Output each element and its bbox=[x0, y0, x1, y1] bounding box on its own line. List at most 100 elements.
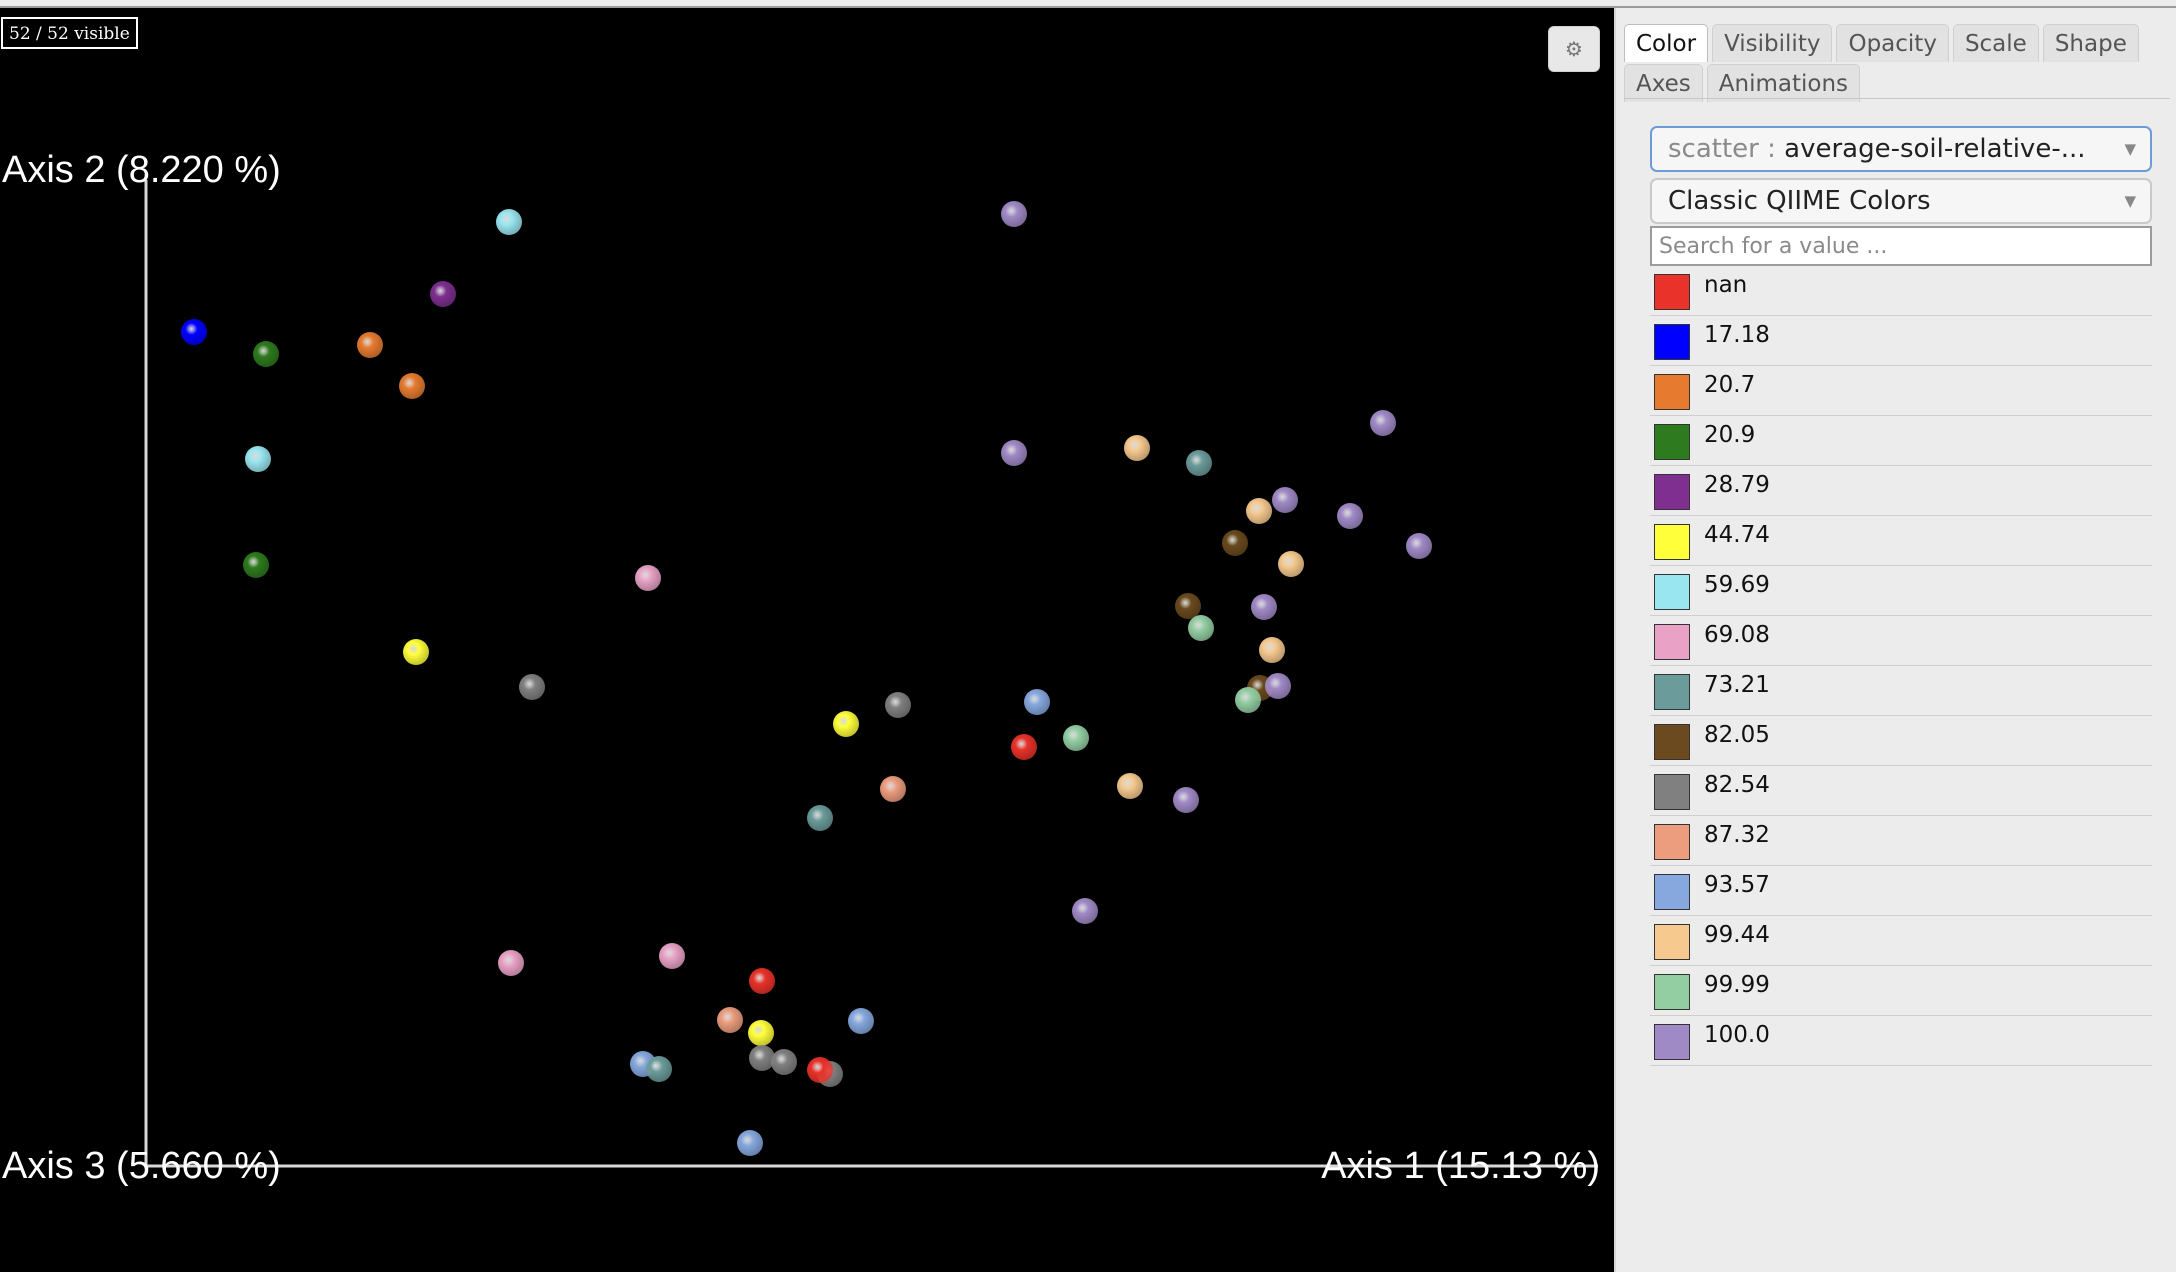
sample-point[interactable] bbox=[1337, 503, 1363, 529]
color-swatch[interactable] bbox=[1654, 624, 1690, 660]
sample-point[interactable] bbox=[1024, 689, 1050, 715]
tab-axes[interactable]: Axes bbox=[1624, 64, 1703, 102]
legend-row: 20.9 bbox=[1650, 416, 2152, 466]
legend-value-label: nan bbox=[1704, 272, 1748, 298]
colormap-select[interactable]: Classic QIIME Colors ▼ bbox=[1650, 178, 2152, 224]
legend-value-label: 87.32 bbox=[1704, 822, 1770, 848]
sample-point[interactable] bbox=[737, 1130, 763, 1156]
tab-visibility[interactable]: Visibility bbox=[1712, 24, 1833, 62]
legend-value-label: 69.08 bbox=[1704, 622, 1770, 648]
sample-point[interactable] bbox=[498, 950, 524, 976]
sample-point[interactable] bbox=[496, 209, 522, 235]
colormap-select-value: Classic QIIME Colors bbox=[1668, 186, 1931, 216]
legend-row: 93.57 bbox=[1650, 866, 2152, 916]
legend-row: 99.44 bbox=[1650, 916, 2152, 966]
points-layer[interactable] bbox=[181, 201, 1432, 1156]
legend-value-label: 17.18 bbox=[1704, 322, 1770, 348]
sample-point[interactable] bbox=[880, 776, 906, 802]
scatter-3d-view[interactable]: Axis 2 (8.220 %) Axis 3 (5.660 %) Axis 1… bbox=[0, 8, 1612, 1272]
color-swatch[interactable] bbox=[1654, 274, 1690, 310]
color-swatch[interactable] bbox=[1654, 424, 1690, 460]
sample-point[interactable] bbox=[807, 1057, 833, 1083]
sample-point[interactable] bbox=[771, 1049, 797, 1075]
color-swatch[interactable] bbox=[1654, 1024, 1690, 1060]
color-swatch[interactable] bbox=[1654, 474, 1690, 510]
chevron-down-icon: ▼ bbox=[2124, 140, 2136, 158]
sample-point[interactable] bbox=[1063, 725, 1089, 751]
color-swatch[interactable] bbox=[1654, 524, 1690, 560]
sample-point[interactable] bbox=[748, 1020, 774, 1046]
sample-point[interactable] bbox=[519, 674, 545, 700]
sample-point[interactable] bbox=[1173, 787, 1199, 813]
sample-point[interactable] bbox=[1124, 435, 1150, 461]
sample-point[interactable] bbox=[1235, 687, 1261, 713]
color-swatch[interactable] bbox=[1654, 724, 1690, 760]
sample-point[interactable] bbox=[749, 1045, 775, 1071]
sample-point[interactable] bbox=[1272, 487, 1298, 513]
tab-animations[interactable]: Animations bbox=[1706, 64, 1861, 102]
sample-point[interactable] bbox=[245, 446, 271, 472]
sample-point[interactable] bbox=[1186, 450, 1212, 476]
sample-point[interactable] bbox=[243, 552, 269, 578]
legend-value-label: 100.0 bbox=[1704, 1022, 1770, 1048]
sample-point[interactable] bbox=[1001, 440, 1027, 466]
sample-point[interactable] bbox=[181, 319, 207, 345]
color-swatch[interactable] bbox=[1654, 324, 1690, 360]
sample-point[interactable] bbox=[1406, 533, 1432, 559]
color-controls-panel: Color Visibility Opacity Scale Shape Axe… bbox=[1614, 8, 2176, 1272]
emperor-plot-canvas[interactable]: Axis 2 (8.220 %) Axis 3 (5.660 %) Axis 1… bbox=[0, 8, 1612, 1272]
sample-point[interactable] bbox=[635, 565, 661, 591]
sample-point[interactable] bbox=[848, 1008, 874, 1034]
legend-value-label: 59.69 bbox=[1704, 572, 1770, 598]
legend-row: 69.08 bbox=[1650, 616, 2152, 666]
category-select[interactable]: scatter : average-soil-relative-... ▼ bbox=[1650, 126, 2152, 172]
tab-color[interactable]: Color bbox=[1624, 24, 1709, 62]
search-input[interactable] bbox=[1650, 226, 2152, 266]
sample-point[interactable] bbox=[807, 805, 833, 831]
sample-point[interactable] bbox=[1222, 530, 1248, 556]
window-top-border bbox=[0, 0, 2176, 8]
sample-point[interactable] bbox=[253, 341, 279, 367]
sample-point[interactable] bbox=[1001, 201, 1027, 227]
sample-point[interactable] bbox=[1251, 594, 1277, 620]
axis1-label: Axis 1 (15.13 %) bbox=[1321, 1145, 1600, 1187]
tab-shape[interactable]: Shape bbox=[2042, 24, 2139, 62]
legend-row: 59.69 bbox=[1650, 566, 2152, 616]
sample-point[interactable] bbox=[885, 692, 911, 718]
color-swatch[interactable] bbox=[1654, 874, 1690, 910]
sample-point[interactable] bbox=[1188, 615, 1214, 641]
sample-point[interactable] bbox=[1278, 551, 1304, 577]
settings-button[interactable]: ⚙ bbox=[1548, 26, 1600, 72]
sample-point[interactable] bbox=[646, 1056, 672, 1082]
color-swatch[interactable] bbox=[1654, 674, 1690, 710]
sample-point[interactable] bbox=[833, 711, 859, 737]
chevron-down-icon: ▼ bbox=[2124, 192, 2136, 210]
sample-point[interactable] bbox=[717, 1007, 743, 1033]
sample-point[interactable] bbox=[403, 639, 429, 665]
sample-point[interactable] bbox=[1265, 673, 1291, 699]
legend-value-label: 44.74 bbox=[1704, 522, 1770, 548]
sample-point[interactable] bbox=[1370, 410, 1396, 436]
color-swatch[interactable] bbox=[1654, 374, 1690, 410]
color-swatch[interactable] bbox=[1654, 824, 1690, 860]
sample-point[interactable] bbox=[749, 968, 775, 994]
sample-point[interactable] bbox=[357, 332, 383, 358]
legend-row: 99.99 bbox=[1650, 966, 2152, 1016]
color-swatch[interactable] bbox=[1654, 774, 1690, 810]
color-swatch[interactable] bbox=[1654, 924, 1690, 960]
sample-point[interactable] bbox=[399, 373, 425, 399]
sample-point[interactable] bbox=[1259, 637, 1285, 663]
tab-opacity[interactable]: Opacity bbox=[1836, 24, 1949, 62]
sample-point[interactable] bbox=[1246, 498, 1272, 524]
sample-point[interactable] bbox=[1175, 593, 1201, 619]
sample-point[interactable] bbox=[1011, 734, 1037, 760]
color-swatch[interactable] bbox=[1654, 974, 1690, 1010]
tab-scale[interactable]: Scale bbox=[1952, 24, 2039, 62]
color-swatch[interactable] bbox=[1654, 574, 1690, 610]
legend-value-label: 82.05 bbox=[1704, 722, 1770, 748]
sample-point[interactable] bbox=[659, 943, 685, 969]
legend-row: 87.32 bbox=[1650, 816, 2152, 866]
sample-point[interactable] bbox=[1117, 773, 1143, 799]
sample-point[interactable] bbox=[430, 281, 456, 307]
sample-point[interactable] bbox=[1072, 898, 1098, 924]
